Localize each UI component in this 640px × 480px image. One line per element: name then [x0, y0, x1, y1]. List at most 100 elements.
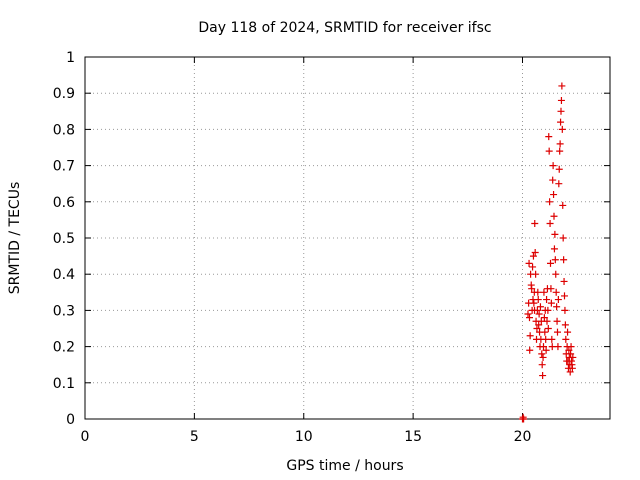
data-point	[542, 346, 550, 354]
data-point	[564, 328, 572, 336]
data-point	[552, 288, 560, 296]
data-point	[524, 310, 532, 318]
data-point	[540, 314, 548, 322]
data-point	[547, 259, 554, 267]
y-axis-label: SRMTID / TECUs	[7, 182, 23, 295]
x-tick-label: 0	[81, 429, 90, 445]
data-point	[543, 296, 551, 304]
data-point	[557, 107, 565, 115]
y-tick-label: 1	[66, 50, 75, 66]
data-point	[536, 303, 544, 311]
data-point	[566, 368, 574, 376]
data-point	[526, 314, 533, 322]
data-point	[542, 335, 550, 343]
chart-title: Day 118 of 2024, SRMTID for receiver ifs…	[198, 20, 491, 36]
data-points	[519, 82, 577, 423]
data-point	[552, 270, 560, 278]
data-point	[559, 234, 567, 242]
data-point	[547, 299, 555, 307]
x-tick-label: 15	[404, 429, 422, 445]
data-point	[550, 245, 558, 253]
data-point	[556, 147, 564, 155]
data-point	[545, 133, 553, 141]
data-point	[535, 310, 543, 318]
data-point	[529, 263, 537, 271]
data-point	[528, 285, 536, 293]
data-point	[555, 180, 563, 188]
data-point	[530, 299, 538, 307]
y-tick-label: 0.8	[53, 122, 75, 138]
x-tick-label: 20	[514, 429, 532, 445]
data-point	[550, 212, 558, 220]
data-point	[541, 328, 549, 336]
data-point	[526, 346, 534, 354]
data-point	[555, 165, 563, 173]
data-point	[565, 346, 573, 354]
data-point	[531, 248, 539, 256]
x-tick-label: 5	[190, 429, 199, 445]
x-axis-label: GPS time / hours	[286, 458, 403, 474]
y-tick-label: 0.2	[53, 340, 75, 356]
data-point	[556, 140, 564, 148]
data-point	[531, 220, 539, 228]
data-point	[562, 335, 570, 343]
data-point	[545, 147, 553, 155]
data-point	[568, 364, 576, 372]
data-point	[549, 176, 557, 184]
y-tick-label: 0.9	[53, 86, 75, 102]
data-point	[544, 325, 552, 332]
data-point	[558, 82, 566, 90]
data-point	[539, 353, 547, 361]
data-point	[540, 343, 547, 351]
y-tick-label: 0.3	[53, 303, 75, 319]
data-point	[526, 332, 534, 340]
data-point	[538, 361, 546, 369]
data-point	[551, 256, 559, 264]
data-point	[554, 328, 561, 336]
data-point	[560, 256, 568, 264]
data-point	[550, 191, 558, 199]
data-point	[547, 285, 555, 293]
grid	[85, 57, 610, 419]
data-point	[554, 296, 562, 304]
data-point	[532, 270, 540, 278]
data-point	[534, 288, 542, 296]
data-point	[548, 335, 556, 343]
data-point	[534, 296, 542, 304]
data-point	[546, 220, 554, 228]
data-point	[533, 306, 541, 314]
data-point	[539, 372, 547, 380]
y-tick-label: 0.1	[53, 376, 75, 392]
data-point	[558, 125, 566, 133]
plot-frame	[84, 56, 611, 420]
y-tick-label: 0	[66, 412, 75, 428]
data-point	[540, 288, 548, 296]
data-point	[567, 350, 575, 358]
data-point	[561, 306, 569, 314]
data-point	[525, 259, 533, 267]
data-point	[529, 252, 537, 260]
data-point	[561, 292, 568, 300]
data-point	[553, 317, 561, 325]
data-point	[551, 230, 559, 238]
data-point	[546, 198, 554, 206]
data-point	[559, 201, 567, 209]
data-point	[554, 343, 562, 351]
data-point	[549, 162, 557, 170]
data-point	[533, 325, 541, 332]
data-point	[553, 303, 561, 311]
data-point	[538, 350, 546, 358]
y-tick-label: 0.6	[53, 195, 75, 211]
data-point	[520, 415, 528, 423]
data-point	[560, 277, 568, 285]
data-point	[569, 353, 577, 361]
data-point	[543, 317, 551, 325]
x-axis: 0 5 10 15 20	[81, 57, 532, 445]
data-point	[557, 118, 565, 126]
x-tick-label: 10	[295, 429, 313, 445]
data-point	[535, 321, 543, 329]
y-tick-label: 0.5	[53, 231, 75, 247]
y-axis: 0 0.1 0.2 0.3 0.4 0.5 0.6 0.7 0.8 0.9 1	[53, 50, 610, 428]
data-point	[544, 306, 552, 314]
